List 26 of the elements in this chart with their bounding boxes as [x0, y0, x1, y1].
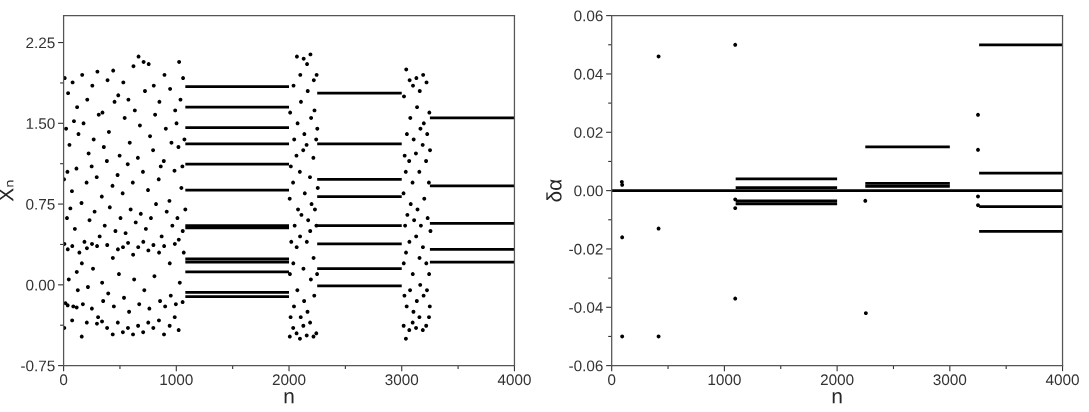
y-tick-label: 1.50 — [26, 118, 55, 129]
y-tick-label: -0.04 — [569, 302, 603, 313]
x-tick-label: 2000 — [820, 374, 854, 386]
x-tick-label: 0 — [608, 374, 616, 386]
x-tick-label: 3000 — [385, 374, 419, 386]
x-tick-label: 1000 — [160, 374, 193, 386]
x-tick-label: 2000 — [272, 374, 306, 386]
x-tick-label: 3000 — [933, 374, 967, 386]
y-axis-title: δα — [546, 179, 562, 202]
y-tick-label: -0.02 — [569, 243, 603, 255]
y-axis-title: Xₙ — [0, 180, 14, 202]
x-tick-label: 1000 — [708, 374, 741, 386]
y-tick-label: 0.04 — [574, 68, 603, 80]
y-tick-label: 0.75 — [26, 198, 55, 210]
x-axis-title: n — [284, 392, 294, 404]
y-tick-label: 0.06 — [574, 10, 603, 22]
y-tick-label: 0.00 — [26, 279, 55, 291]
y-tick-label: 0.00 — [574, 185, 603, 197]
x-tick-label: 4000 — [497, 374, 531, 386]
y-tick-label: -0.06 — [569, 360, 603, 372]
x-axis-title: n — [832, 392, 842, 404]
y-tick-label: 0.02 — [574, 127, 603, 138]
y-tick-label: 2.25 — [26, 37, 55, 49]
x-tick-label: 0 — [59, 374, 68, 386]
y-tick-label: -0.75 — [21, 360, 55, 372]
x-tick-label: 4000 — [1045, 374, 1079, 386]
